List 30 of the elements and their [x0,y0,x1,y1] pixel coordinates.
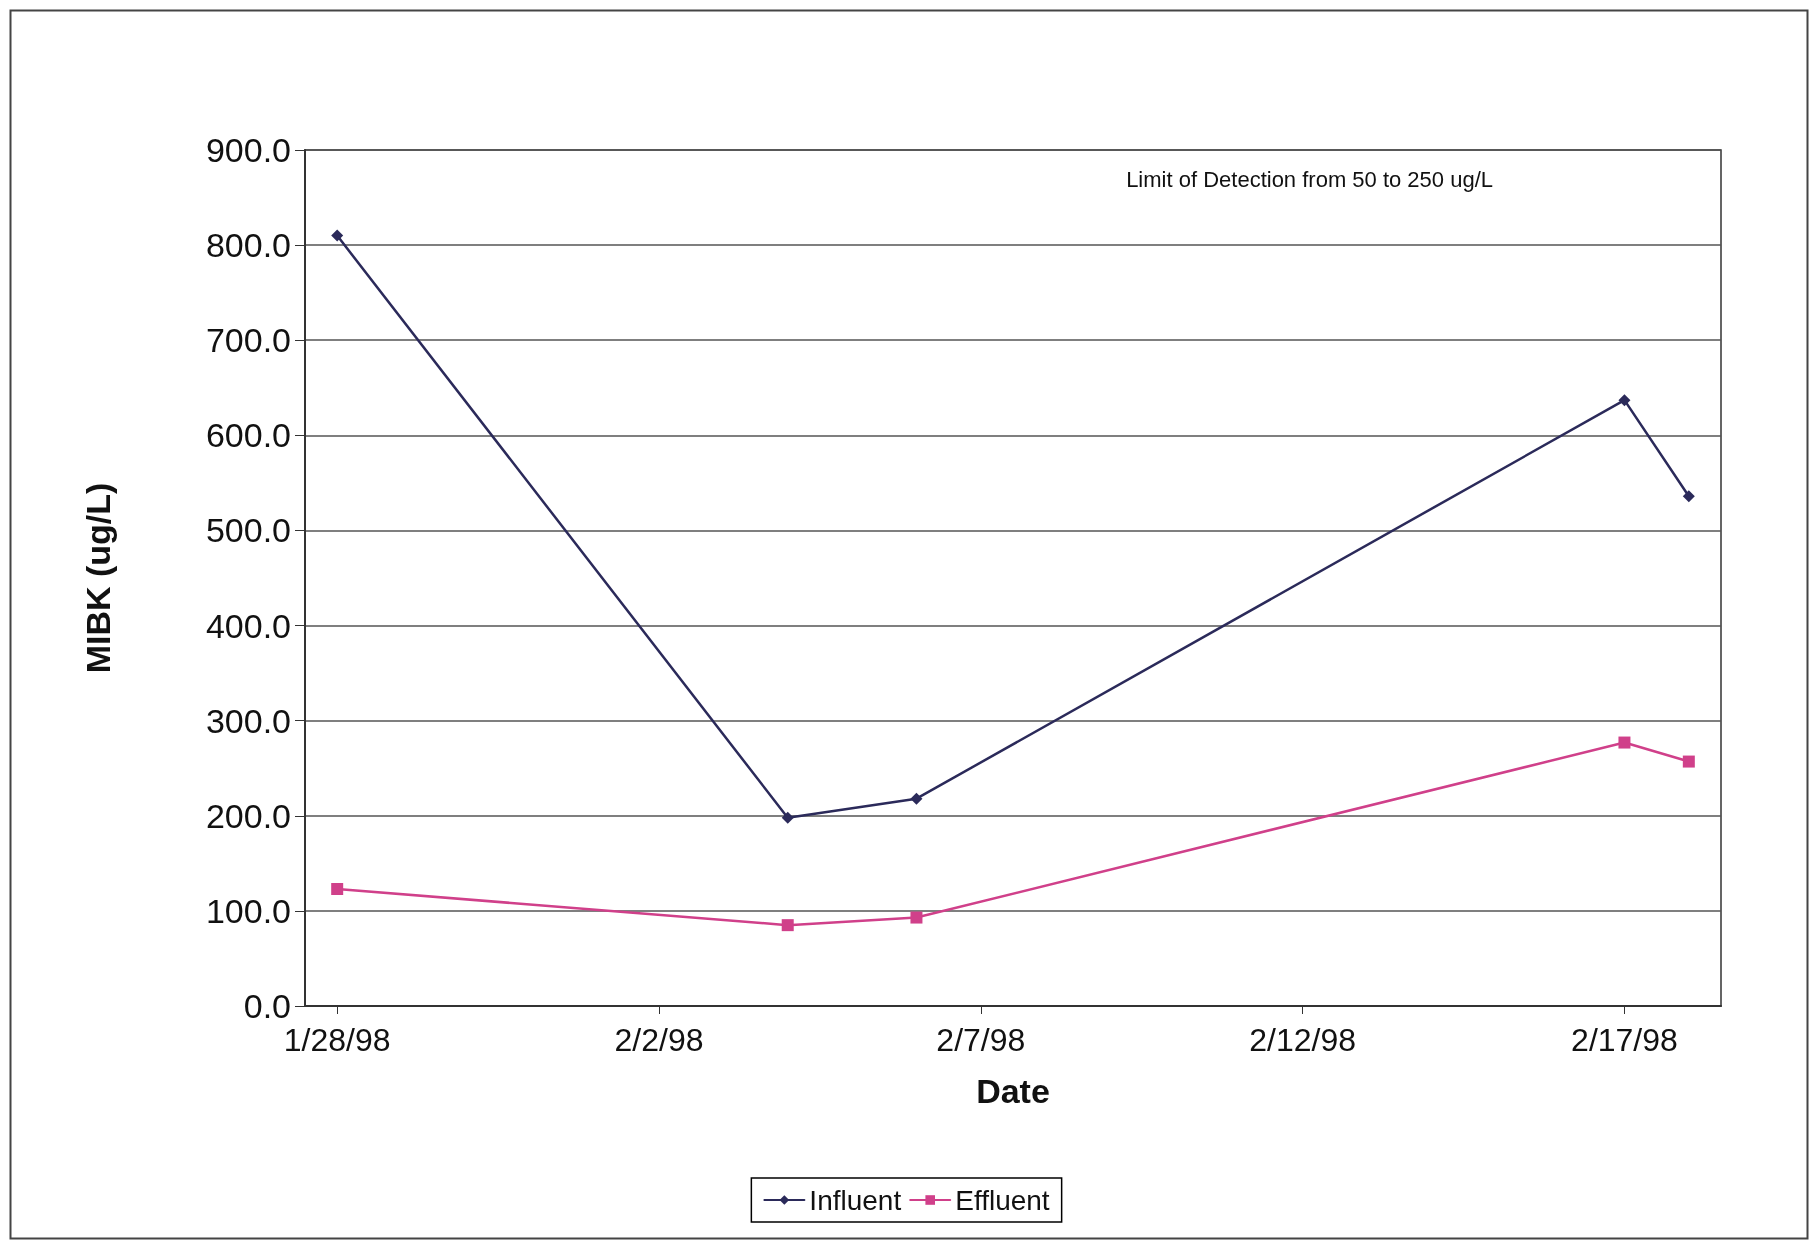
y-tick-label: 800.0 [205,226,291,265]
x-tick-label: 2/7/98 [936,1022,1026,1058]
point [331,883,344,896]
y-tick-label: 900.0 [205,131,291,169]
y-tick-label: 400.0 [205,606,291,645]
y-tick-label: 600.0 [205,416,291,455]
y-tick-label: 100.0 [205,891,291,930]
x-tick-label: 1/28/98 [283,1022,391,1058]
x-tick-label: 2/2/98 [614,1022,704,1058]
legend-label: Effluent [955,1184,1050,1216]
point [910,792,923,805]
y-tick-label: 200.0 [205,796,291,835]
y-tick-label: 0.0 [243,987,291,1025]
y-tick-label: 700.0 [205,321,291,360]
y-tick-label: 300.0 [205,701,291,740]
point [781,919,794,932]
point [910,911,923,924]
point [1682,490,1695,503]
point [781,811,794,824]
y-axis-title: MIBK (ug/L) [79,482,117,674]
x-tick-label: 2/12/98 [1249,1022,1357,1058]
legend-label: Influent [809,1184,902,1216]
y-tick-label: 500.0 [205,511,291,550]
point [1618,736,1631,749]
x-tick-label: 2/17/98 [1571,1022,1678,1058]
point [331,229,344,242]
point [1682,755,1695,768]
point [1618,394,1631,407]
annotation: Limit of Detection from 50 to 250 ug/L [1126,166,1494,192]
x-axis-title: Date [976,1072,1050,1110]
